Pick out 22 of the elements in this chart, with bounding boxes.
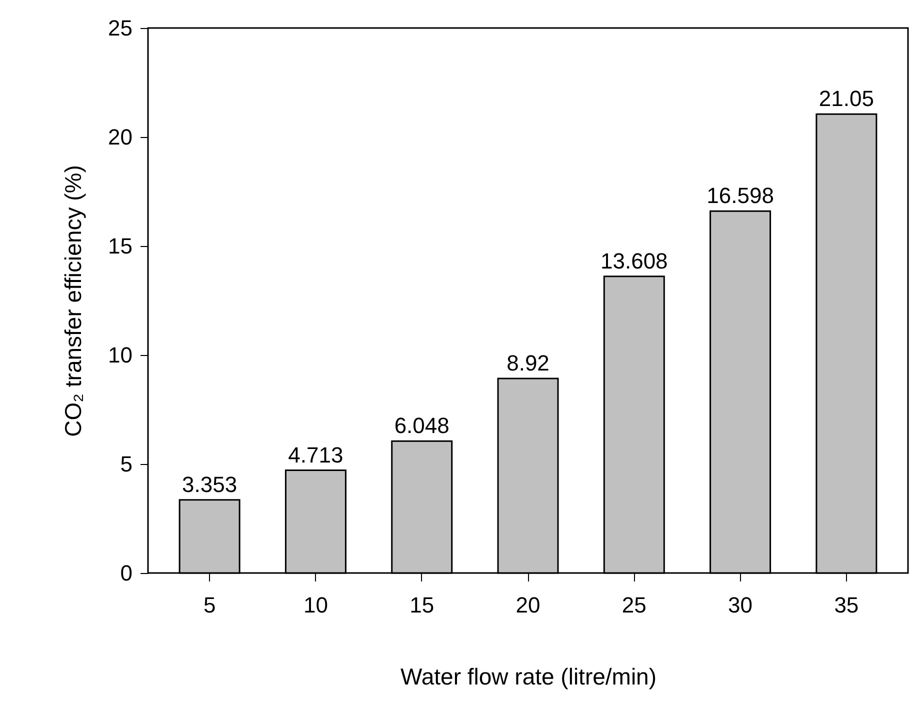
y-tick-label: 25 <box>108 16 132 40</box>
y-tick-label: 0 <box>120 560 132 586</box>
data-label: 4.713 <box>288 442 344 468</box>
y-axis-title: CO₂ transfer efficiency (%) <box>60 165 86 437</box>
data-label: 8.92 <box>506 350 550 376</box>
data-label: 21.05 <box>818 86 874 112</box>
x-tick-label: 10 <box>303 592 328 618</box>
x-tick-label: 5 <box>203 592 216 618</box>
data-label: 16.598 <box>706 183 774 208</box>
data-label: 13.608 <box>600 248 668 274</box>
y-tick-label: 15 <box>108 234 132 258</box>
data-label: 3.353 <box>182 472 238 497</box>
data-label: 6.048 <box>394 413 450 438</box>
y-tick-label: 20 <box>108 124 132 150</box>
x-tick-label: 30 <box>728 592 753 618</box>
x-axis-title: Water flow rate (litre/min) <box>400 664 657 690</box>
y-tick-label: 10 <box>108 342 132 368</box>
x-tick-label: 25 <box>622 592 646 618</box>
y-tick-label: 5 <box>120 452 132 476</box>
x-tick-label: 35 <box>834 592 859 618</box>
x-tick-label: 15 <box>410 592 434 618</box>
x-tick-label: 20 <box>516 592 540 618</box>
